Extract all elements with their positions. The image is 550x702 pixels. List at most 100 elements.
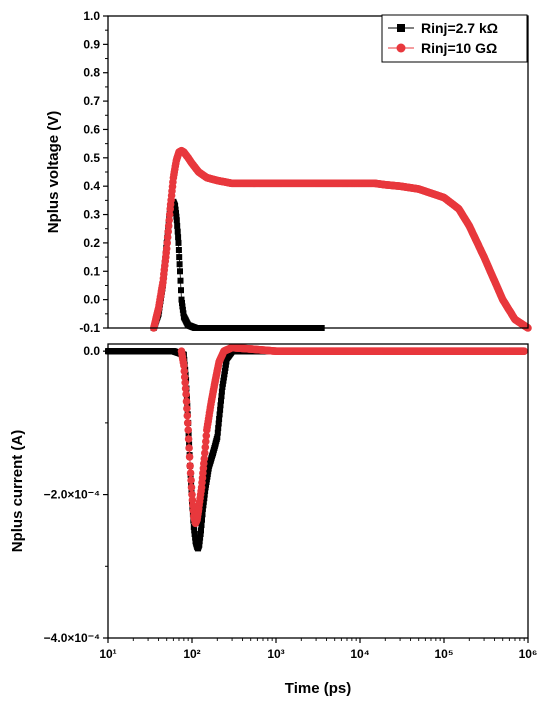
- legend-label: Rinj=10 GΩ: [421, 40, 497, 56]
- series-Rinj=2.7 kΩ: [150, 198, 325, 331]
- series-line: [181, 347, 525, 525]
- data-point: [192, 534, 199, 541]
- data-point: [214, 429, 221, 436]
- y-tick-label: 0.1: [83, 264, 100, 278]
- x-tick-label: 10⁴: [350, 647, 369, 661]
- data-point: [221, 371, 228, 378]
- data-point: [221, 368, 228, 375]
- data-point: [197, 534, 204, 541]
- data-point: [182, 397, 191, 406]
- top-panel: -0.1 0.0 0.1 0.2 0.3 0.4 0.5 0.6 0.7 0.8 0.9 1.0 Npl…: [45, 9, 532, 335]
- y-tick-label: −4.0×10⁻⁴: [44, 631, 100, 645]
- x-axis-label: Time (ps): [285, 680, 351, 697]
- y-tick-label: 0.7: [83, 94, 100, 108]
- x-tick-label: 10⁶: [519, 647, 538, 661]
- y-tick-label: 0.6: [83, 122, 100, 136]
- data-point: [179, 303, 186, 310]
- data-point: [175, 239, 182, 246]
- data-point: [199, 516, 205, 523]
- data-point: [188, 490, 196, 499]
- y-axis-label-bottom: Nplus current (A): [9, 430, 26, 553]
- data-point: [178, 287, 184, 294]
- data-point: [201, 491, 208, 498]
- x-tick-label: 10¹: [99, 647, 116, 661]
- data-point: [191, 531, 198, 537]
- data-point: [176, 254, 183, 261]
- data-point: [201, 495, 208, 502]
- legend-marker: [397, 24, 405, 32]
- legend-marker: [396, 43, 406, 53]
- data-point: [218, 397, 224, 404]
- data-point: [189, 501, 197, 510]
- series-Rinj=2.7 kΩ: [105, 348, 447, 552]
- data-point: [162, 244, 171, 253]
- data-point: [216, 416, 223, 422]
- data-point: [218, 388, 225, 395]
- data-point: [179, 300, 185, 306]
- data-point: [184, 435, 193, 443]
- data-point: [197, 531, 204, 537]
- data-point: [199, 505, 206, 512]
- data-point: [180, 373, 189, 381]
- data-point: [200, 498, 207, 505]
- data-point: [181, 384, 190, 393]
- data-point: [172, 203, 179, 209]
- data-point: [174, 228, 181, 235]
- data-point: [164, 222, 173, 230]
- data-point: [175, 234, 182, 241]
- data-point: [176, 261, 183, 268]
- data-point: [175, 247, 182, 253]
- data-point: [196, 541, 203, 548]
- data-point: [223, 358, 230, 365]
- y-tick-label: 0.5: [83, 151, 100, 165]
- data-point: [181, 378, 189, 387]
- x-tick-label: 10⁵: [435, 647, 454, 661]
- data-point: [219, 380, 226, 387]
- data-point: [202, 488, 209, 494]
- data-point: [202, 432, 211, 440]
- data-point: [215, 425, 222, 432]
- data-point: [202, 437, 210, 446]
- data-point: [187, 483, 196, 492]
- legend-box: [381, 14, 528, 63]
- data-point: [179, 306, 186, 313]
- data-point: [186, 462, 194, 470]
- data-point: [220, 374, 227, 381]
- data-point: [520, 347, 528, 356]
- bottom-plot-frame: [107, 343, 529, 639]
- data-point: [216, 411, 223, 418]
- data-point: [199, 511, 206, 518]
- data-point: [215, 420, 222, 427]
- data-point: [173, 210, 179, 217]
- x-tick-label: 10³: [267, 647, 284, 661]
- data-point: [187, 476, 195, 485]
- y-tick-label: 0.3: [83, 208, 100, 222]
- data-point: [180, 310, 187, 317]
- data-point: [165, 210, 174, 219]
- data-point: [201, 443, 210, 452]
- data-point: [185, 453, 194, 461]
- data-point: [180, 361, 188, 370]
- data-point: [165, 216, 173, 224]
- data-point: [172, 206, 179, 213]
- bottom-panel: 0.0 −2.0×10⁻⁴ −4.0×10⁻⁴ Nplus current (A) 10…: [9, 343, 538, 697]
- data-point: [163, 239, 171, 247]
- y-tick-label: 0.0: [83, 344, 100, 358]
- data-point: [183, 411, 192, 420]
- data-point: [183, 419, 192, 427]
- x-tick-label: 10²: [183, 647, 200, 661]
- data-point: [222, 364, 229, 371]
- data-point: [198, 522, 205, 529]
- data-point: [178, 296, 185, 303]
- data-point: [200, 454, 209, 463]
- data-point: [164, 227, 172, 236]
- data-point: [190, 523, 197, 530]
- series-line: [108, 350, 444, 550]
- data-point: [182, 390, 190, 399]
- data-point: [191, 527, 198, 534]
- data-point: [174, 222, 181, 229]
- legend: Rinj=2.7 kΩ Rinj=10 GΩ: [381, 14, 528, 63]
- data-point: [214, 434, 221, 441]
- data-point: [163, 233, 172, 241]
- data-point: [173, 217, 180, 224]
